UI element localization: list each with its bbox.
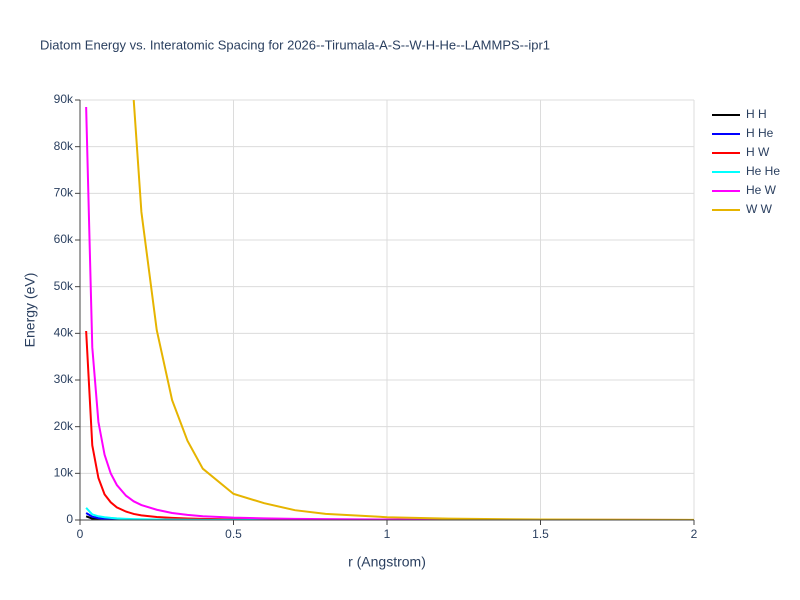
legend-label: H W [746, 145, 770, 159]
y-tick-label: 80k [54, 139, 74, 153]
x-tick-label: 0 [77, 527, 84, 541]
y-tick-label: 20k [54, 419, 74, 433]
legend-label: H He [746, 126, 774, 140]
y-tick-label: 70k [54, 186, 74, 200]
series-line [85, 106, 694, 520]
series-line [132, 100, 694, 520]
y-tick-label: 10k [54, 466, 74, 480]
x-tick-label: 2 [691, 527, 698, 541]
y-tick-label: 50k [54, 279, 74, 293]
x-tick-label: 1 [384, 527, 391, 541]
legend-label: H H [746, 107, 767, 121]
legend-label: W W [746, 202, 773, 216]
y-tick-label: 60k [54, 232, 74, 246]
chart-title: Diatom Energy vs. Interatomic Spacing fo… [40, 37, 550, 52]
y-tick-label: 90k [54, 92, 74, 106]
y-tick-label: 0 [66, 512, 73, 526]
y-axis-title: Energy (eV) [22, 273, 38, 348]
x-axis-title: r (Angstrom) [348, 554, 426, 570]
legend-label: He He [746, 164, 780, 178]
plot-lines [85, 100, 694, 520]
y-tick-label: 30k [54, 372, 74, 386]
series-line [85, 330, 694, 520]
legend-label: He W [746, 183, 777, 197]
y-tick-label: 40k [54, 326, 74, 340]
x-tick-label: 0.5 [225, 527, 242, 541]
x-tick-label: 1.5 [532, 527, 549, 541]
